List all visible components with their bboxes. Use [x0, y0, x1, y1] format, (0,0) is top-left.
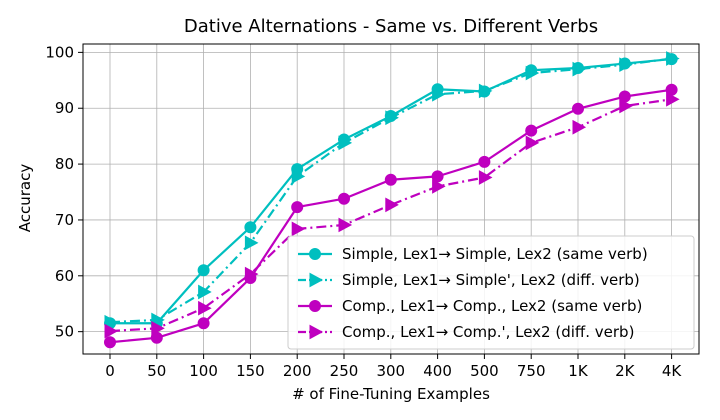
- y-tick-label: 90: [55, 99, 74, 117]
- x-tick-label: 100: [189, 362, 218, 380]
- data-point: [619, 57, 633, 73]
- x-tick-label: 300: [376, 362, 405, 380]
- legend-marker: [309, 248, 321, 260]
- data-point: [338, 217, 353, 233]
- data-point: [197, 317, 210, 330]
- data-point: [104, 323, 119, 339]
- data-point: [572, 102, 584, 115]
- data-point: [666, 91, 680, 107]
- data-point: [198, 284, 212, 300]
- data-point: [291, 221, 306, 237]
- data-point: [104, 314, 119, 330]
- ticks: 0 50 100 150 200 250 300 400 500 750 1K 2K 4K 50 60 70 8…: [45, 43, 682, 380]
- x-tick-label: 50: [147, 362, 166, 380]
- legend-label: Simple, Lex1→ Simple', Lex2 (diff. verb): [342, 271, 640, 289]
- legend-box: [287, 235, 695, 350]
- chart-title: Dative Alternations - Same vs. Different…: [184, 16, 598, 37]
- data-point: [338, 192, 350, 205]
- x-tick-label: 2K: [615, 362, 636, 380]
- y-tick-label: 50: [55, 323, 74, 341]
- data-point: [104, 336, 116, 349]
- legend-marker: [309, 300, 321, 312]
- data-point: [666, 51, 680, 66]
- data-point: [291, 169, 306, 184]
- data-point: [525, 65, 540, 81]
- y-tick-label: 100: [45, 43, 74, 61]
- x-tick-label: 150: [236, 362, 265, 380]
- y-axis-label: Accuracy: [16, 164, 34, 233]
- data-point: [385, 197, 399, 213]
- x-axis-label: # of Fine-Tuning Examples: [292, 385, 490, 403]
- series-3: [104, 83, 678, 349]
- data-point: [525, 135, 540, 151]
- legend-item: Comp., Lex1→ Comp.', Lex2 (diff. verb): [298, 323, 634, 341]
- y-tick-label: 70: [55, 211, 74, 229]
- legend-item: Simple, Lex1→ Simple, Lex2 (same verb): [298, 245, 648, 263]
- data-point: [197, 264, 210, 277]
- data-point: [478, 155, 491, 168]
- data-point: [432, 86, 446, 102]
- data-point: [619, 98, 633, 114]
- legend-label: Comp., Lex1→ Comp.', Lex2 (diff. verb): [342, 323, 634, 341]
- x-tick-label: 400: [423, 362, 452, 380]
- x-tick-label: 0: [105, 362, 115, 380]
- x-tick-label: 200: [283, 362, 312, 380]
- legend-item: Simple, Lex1→ Simple', Lex2 (diff. verb): [298, 271, 640, 289]
- y-tick-label: 80: [55, 155, 74, 173]
- legend-marker: [309, 324, 324, 340]
- legend-item: Comp., Lex1→ Comp., Lex2 (same verb): [298, 297, 642, 315]
- data-point: [291, 201, 304, 214]
- data-point: [244, 266, 259, 282]
- legend-marker: [309, 272, 324, 288]
- x-tick-label: 250: [330, 362, 359, 380]
- data-point: [572, 119, 587, 135]
- data-point: [525, 124, 538, 137]
- x-tick-label: 500: [470, 362, 499, 380]
- data-point: [384, 173, 397, 186]
- series-layer: [104, 51, 680, 349]
- x-tick-label: 4K: [662, 362, 683, 380]
- data-point: [385, 110, 399, 126]
- legend-label: Simple, Lex1→ Simple, Lex2 (same verb): [342, 245, 648, 263]
- series-2: [104, 51, 680, 330]
- legend: Simple, Lex1→ Simple, Lex2 (same verb) Si…: [287, 235, 695, 350]
- data-point: [478, 83, 493, 99]
- data-point: [151, 320, 165, 336]
- data-point: [198, 300, 212, 316]
- data-point: [431, 170, 444, 183]
- data-point: [432, 179, 446, 194]
- series-4: [104, 91, 680, 339]
- data-point: [572, 61, 587, 77]
- data-point: [338, 135, 353, 151]
- data-point: [244, 221, 257, 234]
- y-tick-label: 60: [55, 267, 74, 285]
- legend-label: Comp., Lex1→ Comp., Lex2 (same verb): [342, 297, 642, 315]
- x-tick-label: 750: [517, 362, 546, 380]
- x-tick-label: 1K: [568, 362, 589, 380]
- data-point: [478, 170, 493, 185]
- data-point: [244, 235, 259, 251]
